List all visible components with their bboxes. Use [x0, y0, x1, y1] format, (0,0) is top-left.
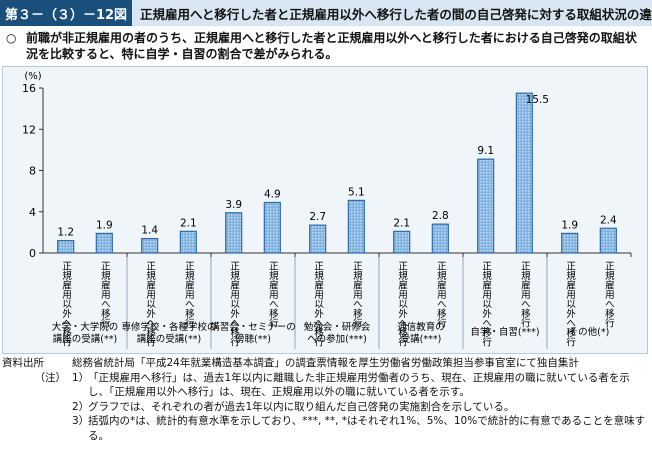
figure-header: 第３－（３）－12図 正規雇用へと移行した者と正規雇用以外へ移行した者の間の自己… — [0, 0, 652, 26]
bar — [477, 158, 495, 254]
x-series-label: 正規雇用以外へ移行 — [312, 261, 324, 347]
y-tick-label: 16 — [22, 82, 36, 95]
bar-value-label: 2.1 — [180, 217, 197, 229]
bar — [347, 199, 365, 254]
note-number: 3） — [72, 415, 90, 427]
bar-value-label: 2.1 — [393, 217, 410, 229]
x-series-label: 正規雇用以外へ移行 — [60, 261, 72, 347]
figure-title: 正規雇用へと移行した者と正規雇用以外へ移行した者の間の自己啓発に対する取組状況の… — [132, 0, 652, 26]
summary: ○ 前職が非正規雇用の者のうち、正規雇用へと移行した者と正規雇用以外へと移行した… — [6, 30, 646, 62]
bar — [225, 212, 243, 254]
bar-value-label: 3.9 — [225, 199, 242, 211]
x-series-label: 正規雇用へ移行 — [435, 261, 447, 328]
notes-row: （注） 1） 「正規雇用へ移行」は、過去1年以内に離職した非正規雇用労働者のうち… — [2, 371, 648, 444]
x-group-label: 専修学校・各種学校の講座の受講(**) — [121, 321, 216, 345]
bar-value-label: 2.7 — [309, 211, 326, 223]
x-series-label: 正規雇用へ移行 — [267, 261, 279, 328]
bar — [309, 224, 327, 254]
note-text: 「正規雇用へ移行」は、過去1年以内に離職した非正規雇用労働者のうち、現在、正規雇… — [88, 371, 630, 399]
x-series-label: 正規雇用以外へ移行 — [228, 261, 240, 347]
chart-area: (%) 0 4 8 12 16 1.2 正規雇用以外へ移行 1.9 正規雇用へ移行 大学・大学院の講… — [2, 66, 648, 354]
bar — [141, 237, 159, 254]
bar — [263, 201, 281, 254]
summary-text: 前職が非正規雇用の者のうち、正規雇用へと移行した者と正規雇用以外へと移行した者に… — [26, 31, 637, 61]
x-series-label: 正規雇用以外へ移行 — [480, 261, 492, 347]
x-series-label: 正規雇用以外へ移行 — [564, 261, 576, 347]
x-group-label: 大学・大学院の講座の受講(**) — [52, 321, 119, 345]
bar-value-label: 4.9 — [264, 188, 281, 200]
x-group-label: 通信教育の受講(***) — [397, 321, 445, 345]
note-item: 2） グラフでは、それぞれの者が過去1年以内に取り組んだ自己啓発の実施割合を示し… — [72, 400, 648, 415]
note-number: 2） — [72, 400, 90, 413]
y-tick-label: 4 — [29, 206, 36, 219]
x-series-label: 正規雇用へ移行 — [603, 261, 615, 328]
x-series-label: 正規雇用以外へ移行 — [144, 261, 156, 347]
sources-notes: 資料出所 総務省統計局「平成24年就業構造基本調査」の調査票情報を厚生労働省労働… — [2, 356, 648, 443]
bar — [599, 227, 617, 254]
bar — [179, 230, 197, 254]
bar-value-label: 9.1 — [477, 145, 494, 157]
bar — [431, 223, 449, 254]
x-series-label: 正規雇用へ移行 — [183, 261, 195, 328]
notes-list: 1） 「正規雇用へ移行」は、過去1年以内に離職した非正規雇用労働者のうち、現在、… — [72, 371, 648, 444]
bar-value-label: 1.4 — [141, 225, 158, 237]
bar-value-label: 5.1 — [348, 186, 365, 198]
x-series-label: 正規雇用以外へ移行 — [396, 261, 408, 347]
bar-value-label: 2.8 — [432, 210, 449, 222]
bar-value-label: 15.5 — [526, 94, 549, 106]
summary-mark: ○ — [6, 31, 17, 45]
bar — [561, 232, 579, 254]
bar — [393, 230, 411, 254]
bar — [95, 232, 113, 254]
x-group-label: 講習会・セミナーの傍聴(**) — [210, 321, 296, 345]
bar-value-label: 1.9 — [561, 219, 578, 231]
source-label: 資料出所 — [2, 357, 44, 369]
x-series-label: 正規雇用へ移行 — [351, 261, 363, 328]
note-item: 3） 括弧内の*は、統計的有意水準を示しており、***, **, *はそれぞれ1… — [72, 414, 648, 443]
y-tick-label: 8 — [29, 165, 36, 178]
bar — [57, 240, 75, 254]
bar-value-label: 1.9 — [96, 219, 113, 231]
bar-value-label: 2.4 — [600, 214, 617, 226]
x-group-label: 自学・自習(***) — [470, 326, 539, 338]
source-row: 資料出所 総務省統計局「平成24年就業構造基本調査」の調査票情報を厚生労働省労働… — [2, 356, 648, 371]
bar-chart: (%)04812161.2正規雇用以外へ移行1.9正規雇用へ移行大学・大学院の講… — [22, 71, 632, 349]
y-tick-label: 0 — [29, 247, 36, 260]
source-text: 総務省統計局「平成24年就業構造基本調査」の調査票情報を厚生労働省労働政策担当参… — [72, 357, 579, 369]
y-unit-label: (%) — [24, 71, 41, 82]
figure-number: 第３－（３）－12図 — [0, 0, 132, 26]
x-group-label: その他(*) — [569, 326, 610, 338]
x-group-label: 勉強会・研修会への参加(***) — [304, 321, 371, 345]
notes-label: （注） — [34, 371, 67, 384]
bar — [515, 92, 533, 254]
bar-value-label: 1.2 — [57, 227, 74, 239]
x-series-label: 正規雇用へ移行 — [519, 261, 531, 328]
y-tick-label: 12 — [22, 123, 36, 136]
note-number: 1） — [72, 371, 90, 384]
note-text: 括弧内の*は、統計的有意水準を示しており、***, **, *はそれぞれ1%、5… — [88, 415, 646, 442]
x-series-label: 正規雇用へ移行 — [99, 261, 111, 328]
note-item: 1） 「正規雇用へ移行」は、過去1年以内に離職した非正規雇用労働者のうち、現在、… — [72, 371, 648, 400]
note-text: グラフでは、それぞれの者が過去1年以内に取り組んだ自己啓発の実施割合を示している… — [88, 400, 515, 413]
